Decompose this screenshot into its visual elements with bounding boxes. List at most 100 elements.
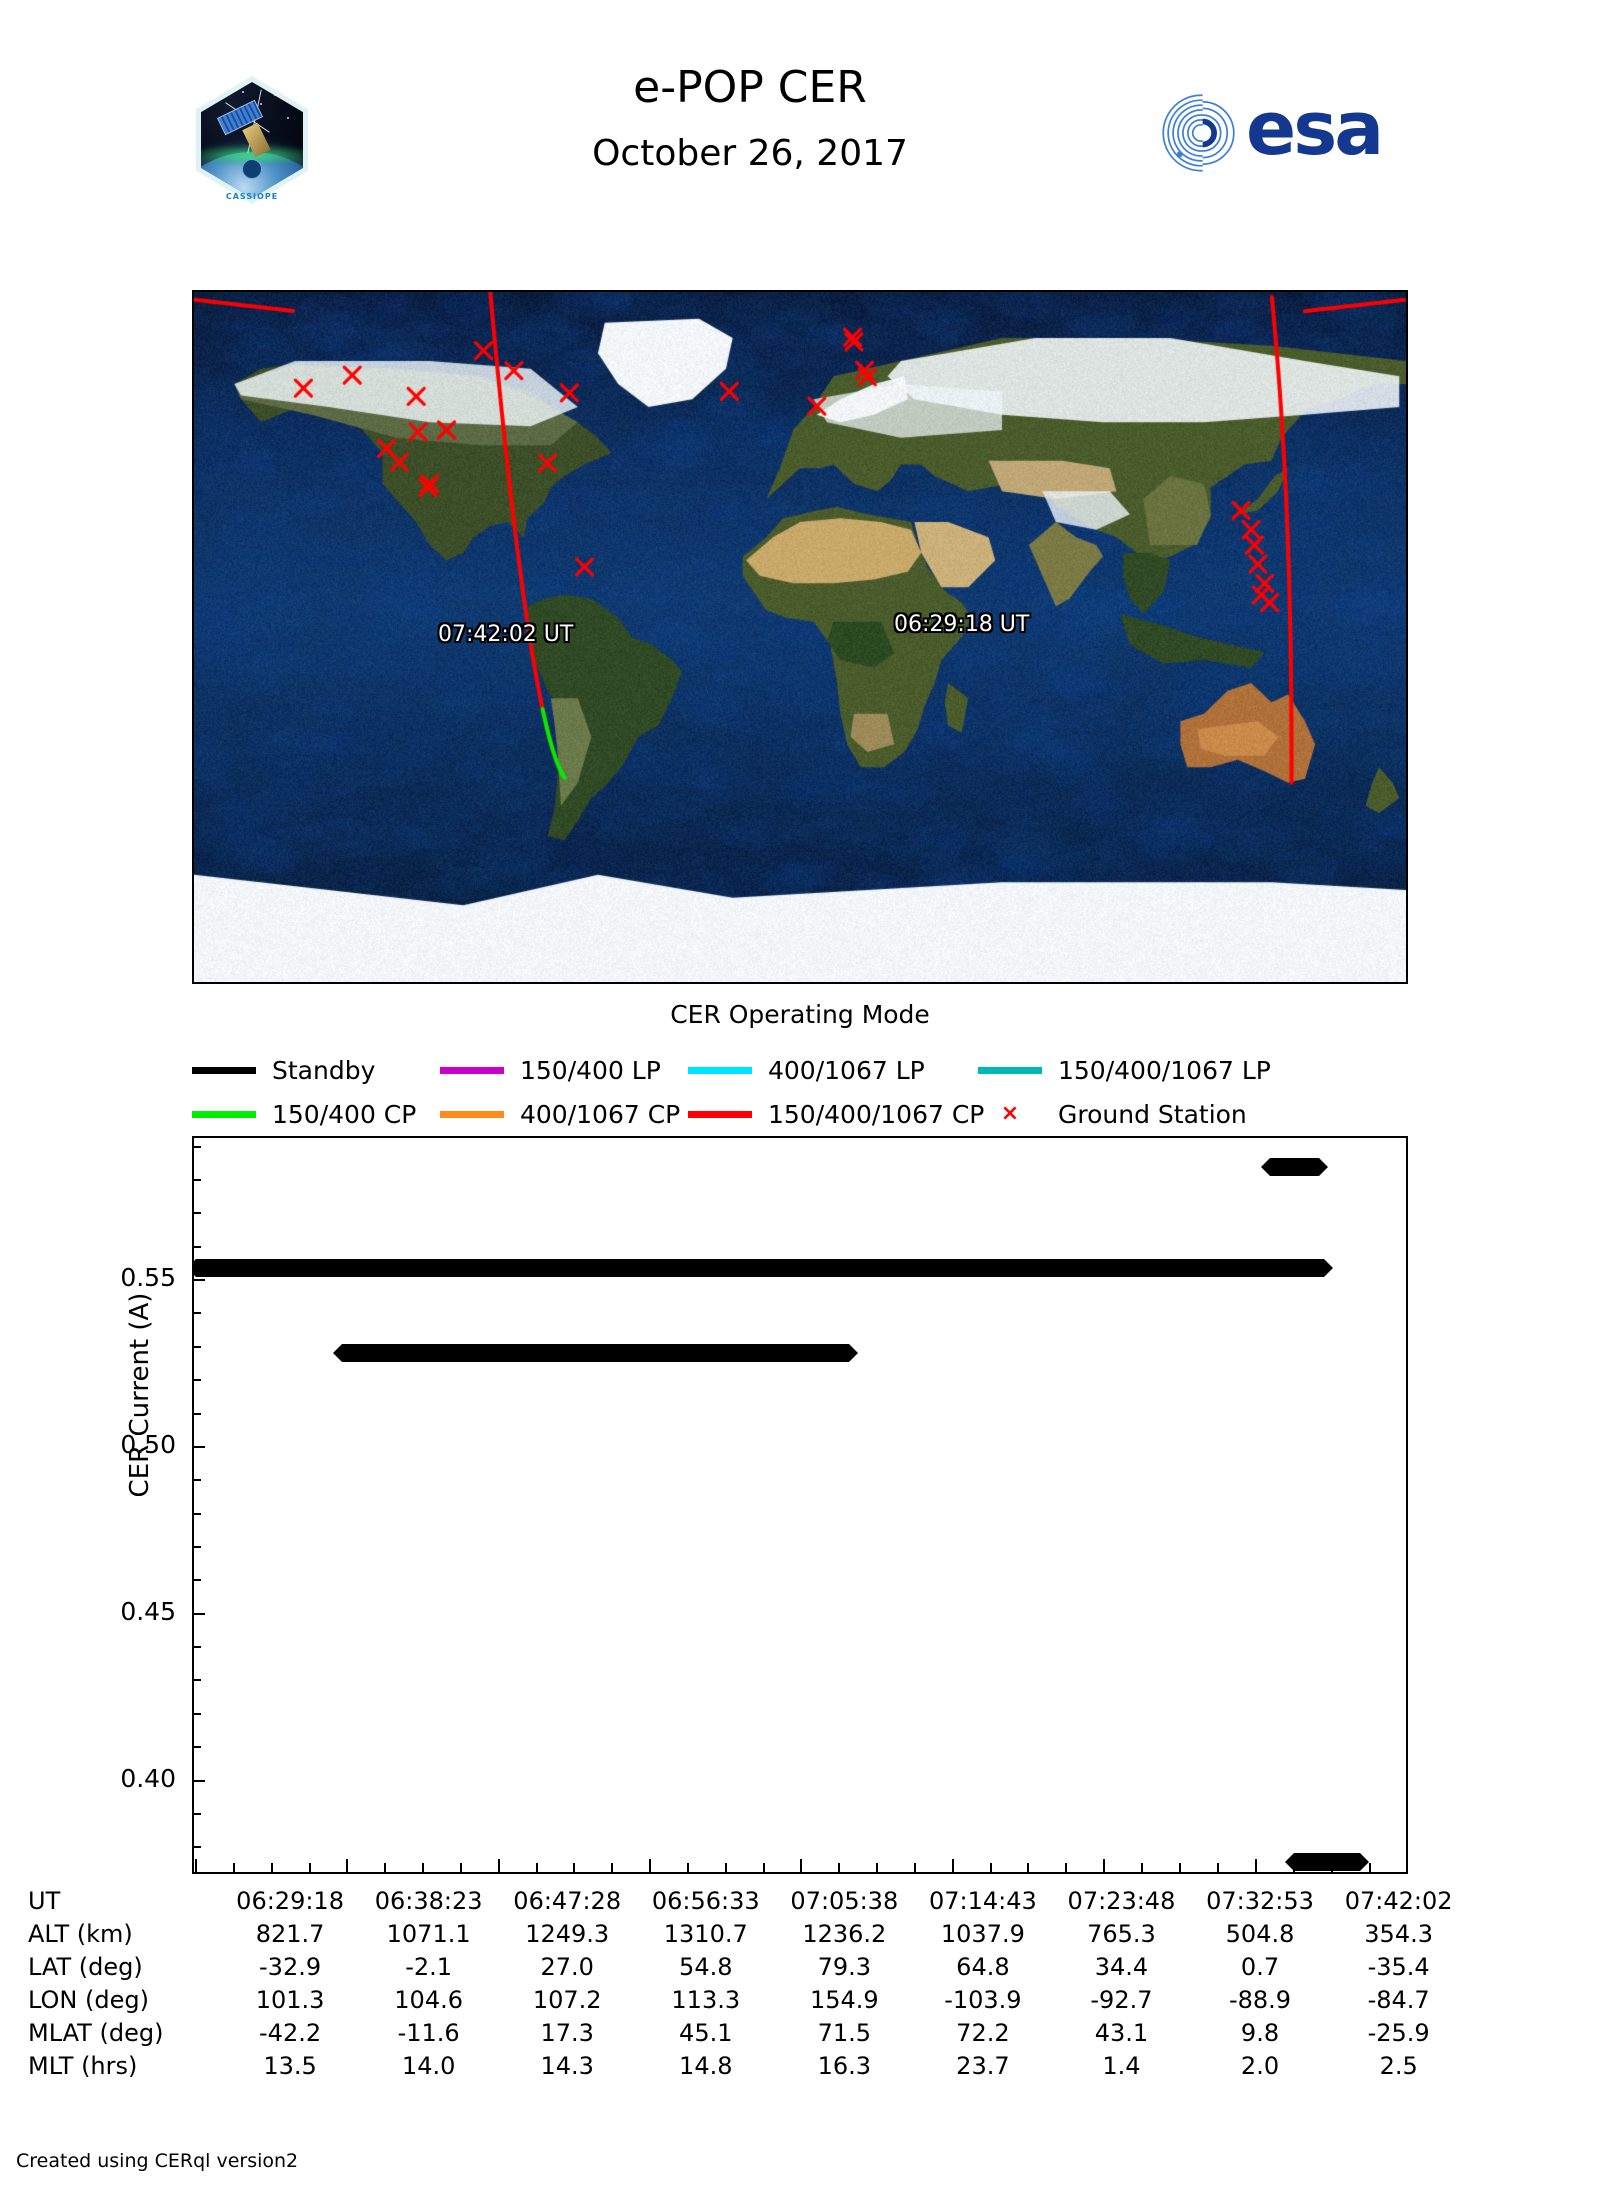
- x-axis-minor-tick: [309, 1863, 311, 1872]
- legend-label-400-1067-cp: 400/1067 CP: [520, 1100, 680, 1129]
- table-cell: 1236.2: [775, 1917, 914, 1950]
- x-axis-major-tick: [1103, 1859, 1105, 1872]
- table-cell: 23.7: [914, 2049, 1053, 2082]
- x-axis-minor-tick: [271, 1863, 273, 1872]
- table-cell: -42.2: [221, 2016, 360, 2049]
- x-axis-minor-tick: [1141, 1863, 1143, 1872]
- table-cell: -35.4: [1329, 1950, 1468, 1983]
- table-row-label: LON (deg): [28, 1983, 221, 2016]
- ephemeris-table-grid: UT 06:29:18 06:38:23 06:47:28 06:56:33 07:05:…: [28, 1884, 1468, 2082]
- table-row: UT 06:29:18 06:38:23 06:47:28 06:56:33 07:05:…: [28, 1884, 1468, 1917]
- x-axis-major-tick: [952, 1859, 954, 1872]
- table-row: MLT (hrs) 13.5 14.0 14.3 14.8 16.3 23.7 1.4 2.0 2…: [28, 2049, 1468, 2082]
- table-cell: 504.8: [1191, 1917, 1330, 1950]
- table-cell: 1310.7: [636, 1917, 775, 1950]
- table-cell: 07:23:48: [1052, 1884, 1191, 1917]
- table-cell: 1071.1: [359, 1917, 498, 1950]
- legend-item-150-400-1067-lp: 150/400/1067 LP: [978, 1056, 1271, 1085]
- table-cell: 06:29:18: [221, 1884, 360, 1917]
- table-cell: 27.0: [498, 1950, 637, 1983]
- footer-credit: Created using CERql version2: [16, 2150, 298, 2172]
- x-axis-minor-tick: [763, 1863, 765, 1872]
- data-series-band: [342, 1344, 849, 1362]
- cer-current-plot: [192, 1136, 1408, 1874]
- legend-label-400-1067-lp: 400/1067 LP: [768, 1056, 925, 1085]
- cassiope-logo-hex-border: [196, 76, 308, 204]
- legend-item-150-400-1067-cp: 150/400/1067 CP: [688, 1100, 978, 1129]
- table-cell: 06:47:28: [498, 1884, 637, 1917]
- legend-label-standby: Standby: [272, 1056, 375, 1085]
- x-axis-major-tick: [346, 1859, 348, 1872]
- table-cell: 821.7: [221, 1917, 360, 1950]
- legend-item-150-400-cp: 150/400 CP: [192, 1100, 440, 1129]
- x-axis-minor-tick: [233, 1863, 235, 1872]
- legend-item-standby: Standby: [192, 1056, 440, 1085]
- x-axis-major-tick: [1407, 1859, 1408, 1872]
- table-cell: 13.5: [221, 2049, 360, 2082]
- ephemeris-table: UT 06:29:18 06:38:23 06:47:28 06:56:33 07:05:…: [0, 1884, 1600, 2082]
- table-cell: 07:32:53: [1191, 1884, 1330, 1917]
- x-axis-major-tick: [649, 1859, 651, 1872]
- table-cell: 07:14:43: [914, 1884, 1053, 1917]
- legend-swatch-150-400-1067-cp: [688, 1111, 752, 1118]
- x-axis-minor-tick: [1179, 1863, 1181, 1872]
- table-row: LAT (deg) -32.9 -2.1 27.0 54.8 79.3 64.8 34.4 0.…: [28, 1950, 1468, 1983]
- y-axis-minor-tick: [194, 1679, 201, 1681]
- table-cell: -92.7: [1052, 1983, 1191, 2016]
- y-axis-minor-tick: [194, 1746, 201, 1748]
- legend-label-150-400-cp: 150/400 CP: [272, 1100, 416, 1129]
- table-cell: 07:42:02: [1329, 1884, 1468, 1917]
- legend-label-ground-station: Ground Station: [1058, 1100, 1247, 1129]
- table-cell: 2.0: [1191, 2049, 1330, 2082]
- y-axis-tick-label: 0.45: [56, 1599, 176, 1624]
- legend-row-2: 150/400 CP 400/1067 CP 150/400/1067 CP ×…: [192, 1092, 1408, 1136]
- x-axis-minor-tick: [1217, 1863, 1219, 1872]
- esa-swirl-icon: [1160, 92, 1242, 174]
- table-cell: 9.8: [1191, 2016, 1330, 2049]
- table-cell: 71.5: [775, 2016, 914, 2049]
- legend-label-150-400-1067-cp: 150/400/1067 CP: [768, 1100, 984, 1129]
- map-label-end-time: 07:42:02 UT: [438, 622, 573, 647]
- y-axis-minor-tick: [194, 1413, 201, 1415]
- table-cell: 765.3: [1052, 1917, 1191, 1950]
- table-cell: 17.3: [498, 2016, 637, 2049]
- cassiope-wordmark: CASSIOPE: [196, 192, 308, 201]
- y-axis-minor-tick: [194, 1346, 201, 1348]
- x-axis-minor-tick: [611, 1863, 613, 1872]
- table-cell: 104.6: [359, 1983, 498, 2016]
- table-cell: 154.9: [775, 1983, 914, 2016]
- table-cell: 0.7: [1191, 1950, 1330, 1983]
- x-axis-minor-tick: [876, 1863, 878, 1872]
- table-row: ALT (km) 821.7 1071.1 1249.3 1310.7 1236.2 103…: [28, 1917, 1468, 1950]
- table-cell: 1.4: [1052, 2049, 1191, 2082]
- legend-item-150-400-lp: 150/400 LP: [440, 1056, 688, 1085]
- table-cell: 06:56:33: [636, 1884, 775, 1917]
- y-axis-tick-label: 0.55: [56, 1265, 176, 1290]
- legend-item-400-1067-cp: 400/1067 CP: [440, 1100, 688, 1129]
- page-subtitle-date: October 26, 2017: [400, 136, 1100, 172]
- legend-item-400-1067-lp: 400/1067 LP: [688, 1056, 978, 1085]
- table-cell: -84.7: [1329, 1983, 1468, 2016]
- x-axis-minor-tick: [384, 1863, 386, 1872]
- y-axis-minor-tick: [194, 1379, 201, 1381]
- y-axis-minor-tick: [194, 1646, 201, 1648]
- data-series-band: [1294, 1853, 1361, 1871]
- legend-title: CER Operating Mode: [0, 1000, 1600, 1029]
- y-axis-minor-tick: [194, 1579, 201, 1581]
- y-axis-major-tick: [194, 1446, 205, 1448]
- table-cell: -2.1: [359, 1950, 498, 1983]
- orbit-track-overlay: [194, 292, 1406, 982]
- x-axis-minor-tick: [1369, 1863, 1371, 1872]
- map-label-start-time: 06:29:18 UT: [894, 612, 1029, 637]
- x-axis-minor-tick: [536, 1863, 538, 1872]
- y-axis-minor-tick: [194, 1479, 201, 1481]
- page-header: CASSIOPE e-POP CER October 26, 2017: [0, 0, 1600, 200]
- y-axis-tick-label: 0.40: [56, 1766, 176, 1791]
- table-cell: -88.9: [1191, 1983, 1330, 2016]
- x-axis-minor-tick: [1293, 1863, 1295, 1872]
- legend-row-1: Standby 150/400 LP 400/1067 LP 150/400/1…: [192, 1048, 1408, 1092]
- table-row: LON (deg) 101.3 104.6 107.2 113.3 154.9 -103.9…: [28, 1983, 1468, 2016]
- legend-swatch-150-400-1067-lp: [978, 1067, 1042, 1074]
- y-axis-minor-tick: [194, 1246, 201, 1248]
- x-axis-minor-tick: [1065, 1863, 1067, 1872]
